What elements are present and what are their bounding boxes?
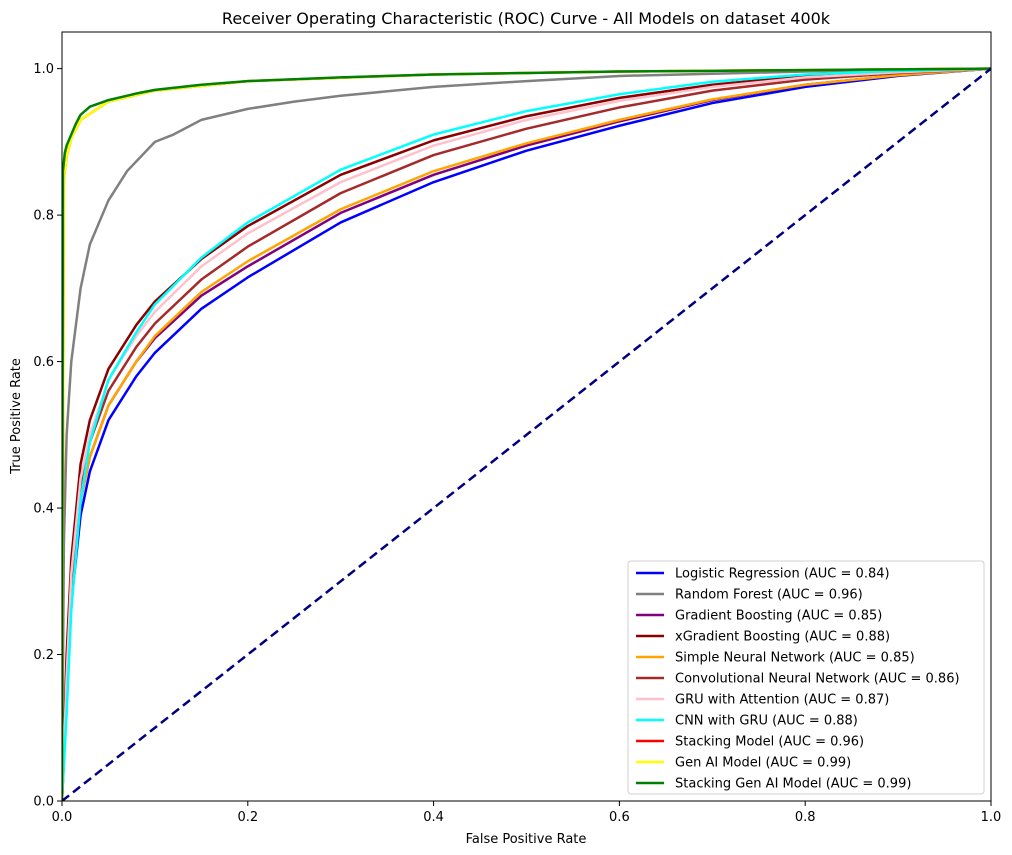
- series-line-6: [62, 67, 991, 801]
- plot-frame: [61, 31, 992, 802]
- y-tick-label: 0.8: [33, 209, 54, 224]
- diagonal-reference-line: [62, 67, 991, 801]
- y-axis-ticks: 0.0 0.2 0.4 0.6 0.8 1.0: [33, 62, 62, 810]
- y-tick-label: 0.0: [33, 795, 54, 810]
- legend-entry: CNN with GRU (AUC = 0.88): [675, 714, 858, 729]
- legend: Logistic Regression (AUC = 0.84) Random F…: [627, 560, 985, 795]
- y-tick-label: 0.4: [33, 502, 54, 517]
- y-tick-label: 1.0: [33, 62, 54, 77]
- legend-entry: Random Forest (AUC = 0.96): [675, 588, 863, 603]
- x-axis-label: False Positive Rate: [466, 832, 587, 847]
- legend-entry: GRU with Attention (AUC = 0.87): [675, 693, 889, 708]
- x-tick-label: 1.0: [981, 810, 1002, 825]
- series-line-1: [62, 67, 991, 801]
- y-axis-label: True Positive Rate: [9, 358, 24, 475]
- x-tick-label: 0.2: [237, 810, 258, 825]
- legend-entry: Stacking Gen AI Model (AUC = 0.99): [675, 777, 911, 792]
- chart-title: Receiver Operating Characteristic (ROC) …: [222, 9, 831, 28]
- legend-entry: Stacking Model (AUC = 0.96): [675, 735, 864, 750]
- series-line-7: [62, 67, 991, 801]
- series-layer: [62, 67, 991, 801]
- legend-entry: Gradient Boosting (AUC = 0.85): [675, 609, 882, 624]
- legend-entry: Gen AI Model (AUC = 0.99): [675, 756, 851, 771]
- x-tick-label: 0.8: [795, 810, 816, 825]
- y-tick-label: 0.6: [33, 355, 54, 370]
- series-line-3: [62, 67, 991, 801]
- x-tick-label: 0.4: [423, 810, 444, 825]
- legend-entry: Convolutional Neural Network (AUC = 0.86…: [675, 672, 960, 687]
- series-line-10: [62, 67, 991, 801]
- y-tick-label: 0.2: [33, 648, 54, 663]
- legend-entry: xGradient Boosting (AUC = 0.88): [675, 630, 890, 645]
- legend-box: [627, 560, 985, 795]
- x-tick-label: 0.0: [52, 810, 73, 825]
- legend-entry: Simple Neural Network (AUC = 0.85): [675, 651, 915, 666]
- x-tick-label: 0.6: [609, 810, 630, 825]
- legend-entry: Logistic Regression (AUC = 0.84): [675, 567, 890, 582]
- x-axis-ticks: 0.0 0.2 0.4 0.6 0.8 1.0: [52, 801, 1002, 825]
